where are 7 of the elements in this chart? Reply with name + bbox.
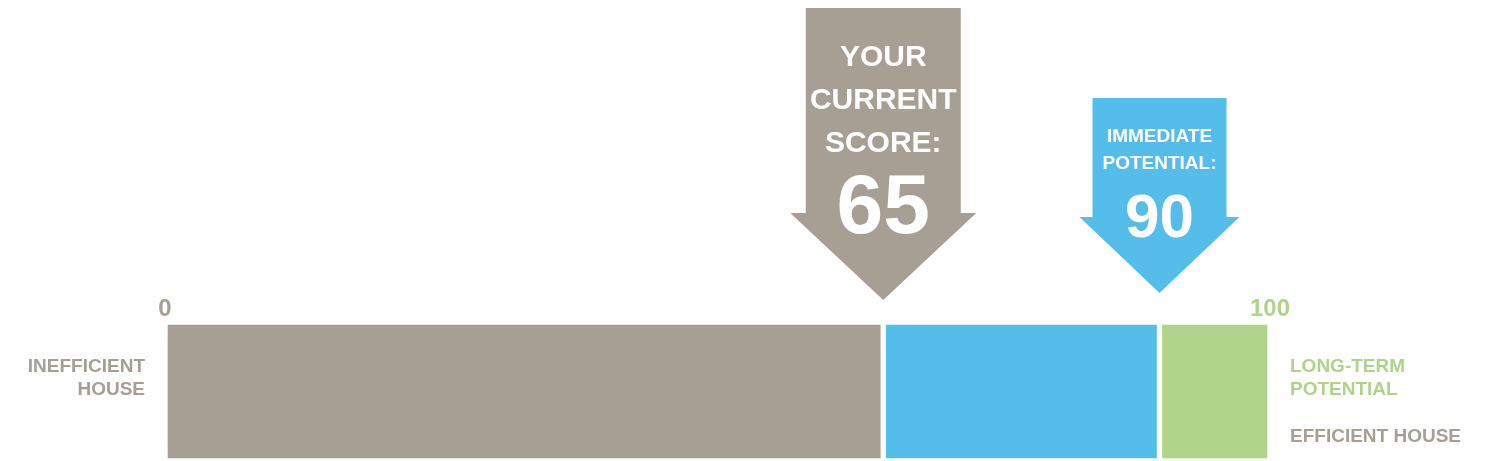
text: EFFICIENT HOUSE xyxy=(1290,425,1462,446)
annotation: INEFFICIENT HOUSE xyxy=(27,355,146,399)
text: YOUR CURRENT SCORE: 65 xyxy=(809,39,957,251)
x-tick-label: 0 xyxy=(158,294,172,321)
text: IMMEDIATE POTENTIAL: 90 xyxy=(1102,125,1217,250)
annotation: LONG-TERM POTENTIAL xyxy=(1290,355,1406,399)
x-tick-label: 100 xyxy=(1249,294,1291,321)
